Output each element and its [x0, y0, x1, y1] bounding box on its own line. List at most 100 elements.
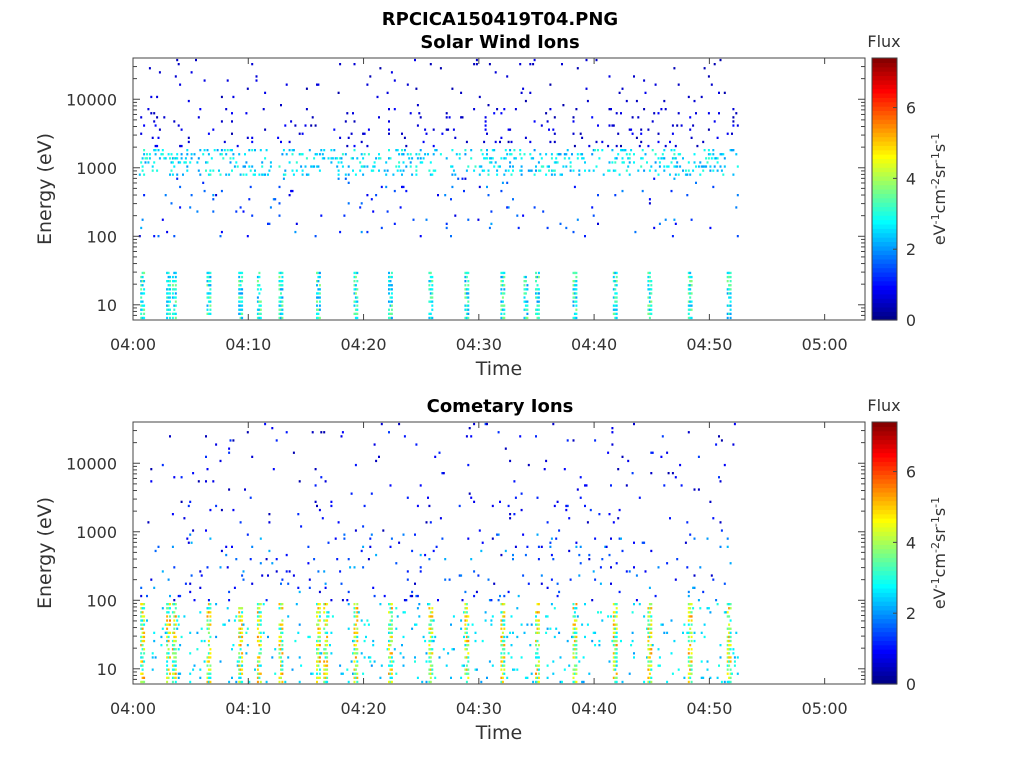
heatmap-cell: [591, 599, 594, 602]
heatmap-cell: [418, 153, 421, 156]
heatmap-cell: [174, 284, 177, 287]
heatmap-cell: [140, 292, 143, 295]
heatmap-cell: [615, 635, 618, 639]
heatmap-cell: [575, 664, 578, 667]
heatmap-cell: [317, 623, 320, 626]
heatmap-cell: [166, 652, 169, 655]
heatmap-cell: [615, 680, 618, 684]
heatmap-cell: [406, 153, 409, 156]
heatmap-cell: [594, 149, 597, 152]
heatmap-cell: [689, 611, 692, 614]
heatmap-cell: [660, 157, 663, 160]
heatmap-cell: [140, 300, 143, 303]
heatmap-cell: [169, 284, 171, 287]
heatmap-cell: [509, 165, 512, 168]
heatmap-cell: [454, 136, 457, 139]
heatmap-cell: [380, 185, 383, 189]
heatmap-cell: [608, 513, 611, 516]
heatmap-cell: [405, 189, 408, 193]
heatmap-cell: [491, 615, 494, 618]
heatmap-cell: [726, 603, 729, 606]
heatmap-cell: [474, 639, 477, 643]
heatmap-cell: [464, 627, 467, 630]
heatmap-cell: [143, 316, 146, 320]
heatmap-cell: [610, 537, 612, 540]
heatmap-cell: [736, 672, 739, 675]
heatmap-cell: [167, 578, 170, 581]
heatmap-cell: [262, 108, 265, 111]
heatmap-cell: [238, 292, 241, 295]
heatmap-cell: [729, 308, 732, 311]
heatmap-cell: [347, 558, 350, 561]
heatmap-cell: [729, 603, 732, 606]
heatmap-cell: [607, 451, 610, 454]
heatmap-cell: [615, 112, 618, 115]
heatmap-cell: [334, 157, 337, 160]
heatmap-cell: [726, 668, 729, 671]
heatmap-cell: [231, 169, 233, 172]
heatmap-cell: [637, 169, 640, 172]
heatmap-cell: [500, 312, 503, 315]
heatmap-cell: [256, 668, 259, 671]
heatmap-cell: [692, 124, 695, 127]
heatmap-cell: [352, 157, 354, 160]
heatmap-cell: [170, 169, 173, 172]
heatmap-cell: [353, 292, 356, 295]
heatmap-cell: [615, 631, 618, 634]
heatmap-cell: [650, 619, 653, 622]
heatmap-cell: [687, 304, 690, 307]
heatmap-cell: [258, 664, 261, 667]
heatmap-cell: [241, 619, 244, 622]
heatmap-cell: [533, 58, 536, 62]
heatmap-cell: [500, 304, 503, 307]
heatmap-cell: [612, 639, 615, 643]
heatmap-cell: [612, 521, 615, 524]
colorbar-segment: [872, 171, 897, 177]
heatmap-cell: [259, 648, 262, 651]
heatmap-cell: [379, 676, 382, 679]
heatmap-cell: [693, 537, 696, 540]
heatmap-cell: [205, 169, 207, 172]
heatmap-cell: [486, 132, 488, 135]
heatmap-cell: [432, 639, 435, 643]
heatmap-cell: [141, 631, 144, 634]
heatmap-cell: [318, 639, 321, 643]
heatmap-cell: [608, 161, 611, 164]
heatmap-cell: [415, 173, 418, 176]
heatmap-cell: [362, 566, 365, 569]
heatmap-cell: [732, 149, 735, 152]
heatmap-cell: [259, 537, 262, 540]
heatmap-cell: [389, 660, 392, 663]
heatmap-cell: [500, 189, 503, 193]
heatmap-cell: [362, 165, 365, 168]
heatmap-cell: [317, 296, 320, 299]
heatmap-cell: [728, 284, 731, 287]
heatmap-cell: [572, 120, 575, 123]
heatmap-cell: [428, 639, 431, 643]
heatmap-cell: [316, 603, 318, 606]
heatmap-cell: [362, 672, 365, 675]
heatmap-cell: [354, 300, 357, 303]
heatmap-cell: [690, 648, 693, 651]
heatmap-cell: [238, 652, 241, 655]
heatmap-cell: [246, 627, 249, 630]
heatmap-cell: [238, 280, 241, 283]
heatmap-cell: [366, 165, 369, 168]
heatmap-cell: [228, 447, 231, 450]
heatmap-cell: [154, 656, 157, 659]
heatmap-cell: [143, 648, 146, 651]
heatmap-cell: [464, 308, 467, 311]
heatmap-cell: [154, 124, 157, 127]
heatmap-cell: [395, 165, 398, 168]
heatmap-cell: [687, 639, 690, 643]
heatmap-cell: [673, 153, 676, 156]
heatmap-cell: [280, 623, 282, 626]
heatmap-cell: [143, 607, 146, 610]
heatmap-cell: [612, 308, 615, 311]
heatmap-cell: [238, 615, 241, 618]
heatmap-cell: [650, 648, 653, 651]
heatmap-cell: [464, 280, 467, 283]
heatmap-cell: [614, 648, 617, 651]
heatmap-cell: [510, 615, 513, 618]
heatmap-cell: [431, 672, 434, 675]
